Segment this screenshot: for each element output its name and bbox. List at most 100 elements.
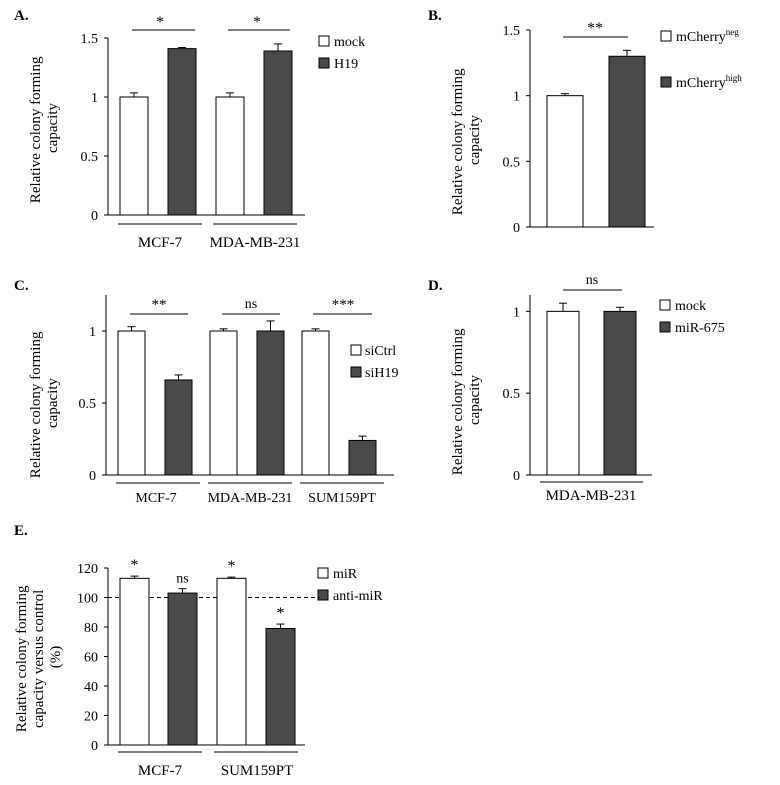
panel-c-category-label-3: SUM159PT (308, 491, 376, 506)
panel-e-ytick-label-7: 120 (77, 562, 98, 577)
panel-d-legend-swatch-2 (659, 321, 671, 333)
panel-c-bar-s1-c2 (209, 330, 238, 476)
panel-b: B. Relative colony forming capacity ** m… (428, 8, 742, 236)
panel-c-ylabel: Relative colony forming capacity (28, 328, 61, 478)
panel-e-annotation-s2-c1: ns (176, 572, 188, 587)
panel-c-category-label-2: MDA-MB-231 (208, 491, 293, 506)
panel-e-legend-swatch-2 (317, 589, 329, 601)
panel-a-legend-label-2: H19 (334, 57, 358, 72)
panel-d-legend-swatch-1 (659, 299, 671, 311)
panel-e-annotation-s1-c1: * (131, 557, 139, 574)
panel-c-sig-label-1: ** (152, 297, 167, 313)
panel-e-bar-s2-c2 (265, 627, 296, 746)
panel-c-ytick-label-2: 0.5 (79, 397, 97, 412)
panel-e-ytick-label-3: 40 (84, 680, 98, 695)
panel-a-bar-s1-c2 (215, 96, 245, 216)
panel-e-annotation-s1-c2: * (228, 558, 236, 575)
panel-d-legend-label-2: miR-675 (675, 321, 725, 336)
panel-b-legend-swatch-1 (660, 30, 672, 42)
panel-a-category-label-1: MCF-7 (138, 235, 183, 251)
panel-b-legend-sup-2: high (726, 73, 743, 83)
panel-c-bar-s2-c3 (348, 439, 377, 476)
panel-d-ytick-label-1: 0 (513, 469, 520, 484)
panel-a-sig-label-1: * (156, 14, 164, 31)
panel-e-ylabel-line-2: capacity versus control (31, 590, 47, 728)
panel-c-label: C. (14, 278, 29, 294)
panel-e-ylabel-line-1: Relative colony forming (14, 585, 30, 732)
panel-c-bar-s2-c2 (256, 330, 285, 476)
panel-a-legend-swatch-2 (318, 57, 330, 69)
panel-b-legend-swatch-2 (660, 76, 672, 88)
panel-c-ytick-label-1: 0 (89, 469, 96, 484)
panel-d-legend-label-1: mock (675, 299, 706, 314)
panel-e-legend-swatch-1 (317, 567, 329, 579)
panel-b-ytick-label-1: 0 (513, 221, 520, 236)
panel-c-bar-s1-c1 (117, 330, 146, 476)
panel-a-legend-label-1: mock (334, 35, 365, 50)
panel-d-label: D. (428, 278, 443, 294)
panel-d-category-label-1: MDA-MB-231 (546, 488, 637, 504)
panel-a-bar-s1-c1 (119, 96, 149, 216)
panel-a-ylabel: Relative colony forming capacity (28, 53, 61, 203)
panel-e-ytick-label-6: 100 (77, 592, 98, 607)
panel-e: E. Relative colony forming capacity vers… (14, 523, 383, 779)
panel-d-ylabel: Relative colony forming capacity (450, 325, 483, 475)
panel-c: C. Relative colony forming capacity MCF-… (14, 278, 398, 506)
panel-b-legend-name-2: mCherry (676, 76, 726, 91)
panel-a-ytick-label-4: 1.5 (81, 32, 99, 47)
panel-a-bar-s2-c1 (167, 48, 197, 216)
panel-c-sig-label-3: *** (332, 297, 355, 313)
panel-e-bar-s1-c1 (119, 577, 150, 746)
panel-d-ylabel-line-2: capacity (467, 375, 483, 425)
panel-b-label: B. (428, 8, 442, 24)
panel-e-ytick-label-2: 20 (84, 710, 98, 725)
panel-a-bar-s2-c2 (263, 50, 293, 216)
panel-b-ytick-label-2: 0.5 (503, 155, 521, 170)
panel-e-bar-s1-c2 (216, 577, 247, 746)
panel-a-category-label-2: MDA-MB-231 (210, 235, 301, 251)
panel-c-bar-s1-c3 (301, 330, 330, 476)
panel-b-legend-label-2: mCherryhigh (676, 73, 742, 91)
panel-b-bar-s2-c1 (608, 55, 646, 228)
panel-b-bar-s1-c1 (546, 95, 584, 228)
panel-c-legend-label-1: siCtrl (365, 344, 396, 359)
panel-c-legend-label-2: siH19 (365, 366, 398, 381)
panel-d-bar-s1-c1 (546, 310, 580, 476)
panel-c-sig-label-2: ns (245, 297, 257, 312)
panel-a-ylabel-line-1: Relative colony forming (28, 56, 44, 203)
panel-e-label: E. (14, 523, 28, 539)
panel-c-legend-swatch-2 (350, 366, 362, 378)
panel-b-legend-label-1: mCherryneg (676, 27, 739, 45)
panel-e-category-label-1: MCF-7 (138, 763, 183, 779)
panel-e-ylabel-line-3: (%) (48, 646, 64, 669)
panel-b-ytick-label-4: 1.5 (503, 24, 521, 39)
panel-c-legend-swatch-1 (350, 344, 362, 356)
panel-d-ytick-label-3: 1 (513, 305, 520, 320)
panel-c-bar-s2-c1 (164, 379, 193, 476)
panel-b-legend-sup-1: neg (726, 27, 739, 37)
panel-e-category-label-2: SUM159PT (221, 763, 294, 779)
panel-c-ytick-label-3: 1 (89, 325, 96, 340)
panel-e-bar-s2-c1 (167, 592, 198, 746)
panel-e-ytick-label-5: 80 (84, 621, 98, 636)
panel-d-ylabel-line-1: Relative colony forming (450, 328, 466, 475)
panel-e-ylabel: Relative colony forming capacity versus … (14, 582, 64, 732)
panel-d-ytick-label-2: 0.5 (503, 387, 521, 402)
panel-a-label: A. (14, 8, 29, 24)
panel-b-legend-name-1: mCherry (676, 30, 726, 45)
panel-c-ylabel-line-2: capacity (45, 378, 61, 428)
panel-b-ylabel: Relative colony forming capacity (450, 65, 483, 215)
panel-e-annotation-s2-c2: * (277, 605, 285, 622)
panel-c-ylabel-line-1: Relative colony forming (28, 331, 44, 478)
panel-b-ylabel-line-2: capacity (467, 115, 483, 165)
panel-e-legend-label-2: anti-miR (333, 589, 383, 604)
panel-d-bar-s2-c1 (603, 310, 637, 476)
panel-a-ytick-label-3: 1 (91, 91, 98, 106)
panel-a-sig-label-2: * (253, 14, 261, 31)
panel-e-ytick-label-4: 60 (84, 651, 98, 666)
panel-b-ytick-label-3: 1 (513, 90, 520, 105)
panel-e-ytick-label-1: 0 (91, 739, 98, 754)
panel-a-ytick-label-2: 0.5 (81, 150, 99, 165)
panel-a: A. Relative colony forming capacity MCF-… (14, 8, 365, 251)
